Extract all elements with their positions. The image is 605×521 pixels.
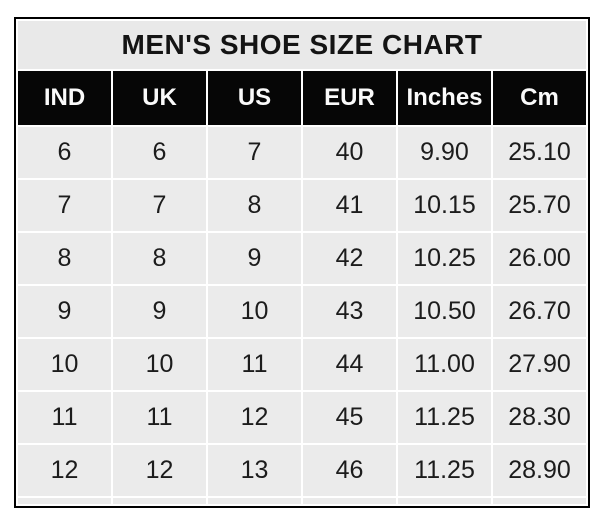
cell: 12 <box>113 445 206 496</box>
table-body: 6 6 7 40 9.90 25.10 7 7 8 41 10.15 25.70 8 8 9 42 10.25 2… <box>18 127 586 504</box>
stub-cell <box>493 498 586 504</box>
cell: 8 <box>208 180 301 231</box>
cell: 10.50 <box>398 286 491 337</box>
column-header-ind: IND <box>18 71 111 125</box>
column-header-uk: UK <box>113 71 206 125</box>
table-row: 6 6 7 40 9.90 25.10 <box>18 127 586 178</box>
stub-cell <box>303 498 396 504</box>
cell: 10 <box>113 339 206 390</box>
cell: 11.25 <box>398 392 491 443</box>
cell: 44 <box>303 339 396 390</box>
table-row: 12 12 13 46 11.25 28.90 <box>18 445 586 496</box>
chart-title: MEN'S SHOE SIZE CHART <box>18 21 586 69</box>
table-row: 11 11 12 45 11.25 28.30 <box>18 392 586 443</box>
cell: 41 <box>303 180 396 231</box>
table-row: 10 10 11 44 11.00 27.90 <box>18 339 586 390</box>
cell: 11.00 <box>398 339 491 390</box>
cell: 13 <box>208 445 301 496</box>
column-header-eur: EUR <box>303 71 396 125</box>
cell: 28.30 <box>493 392 586 443</box>
stub-cell <box>18 498 111 504</box>
cell: 8 <box>18 233 111 284</box>
cell: 8 <box>113 233 206 284</box>
column-header-cm: Cm <box>493 71 586 125</box>
table-head: MEN'S SHOE SIZE CHART IND UK US EUR Inch… <box>18 21 586 125</box>
cell: 10.25 <box>398 233 491 284</box>
cell: 42 <box>303 233 396 284</box>
cell: 12 <box>18 445 111 496</box>
table-row: 7 7 8 41 10.15 25.70 <box>18 180 586 231</box>
cell: 26.00 <box>493 233 586 284</box>
cell: 7 <box>113 180 206 231</box>
cell: 10 <box>18 339 111 390</box>
cell: 46 <box>303 445 396 496</box>
cell: 11 <box>113 392 206 443</box>
header-row: IND UK US EUR Inches Cm <box>18 71 586 125</box>
cell: 6 <box>113 127 206 178</box>
table-row: 9 9 10 43 10.50 26.70 <box>18 286 586 337</box>
title-row: MEN'S SHOE SIZE CHART <box>18 21 586 69</box>
stub-cell <box>208 498 301 504</box>
cell: 26.70 <box>493 286 586 337</box>
cell: 9 <box>113 286 206 337</box>
cell: 25.10 <box>493 127 586 178</box>
cell: 7 <box>208 127 301 178</box>
cell: 45 <box>303 392 396 443</box>
table-row: 8 8 9 42 10.25 26.00 <box>18 233 586 284</box>
cell: 6 <box>18 127 111 178</box>
cell: 11 <box>208 339 301 390</box>
bottom-stub-row <box>18 498 586 504</box>
cell: 11.25 <box>398 445 491 496</box>
cell: 10 <box>208 286 301 337</box>
cell: 25.70 <box>493 180 586 231</box>
stub-cell <box>398 498 491 504</box>
column-header-inches: Inches <box>398 71 491 125</box>
cell: 10.15 <box>398 180 491 231</box>
cell: 7 <box>18 180 111 231</box>
cell: 9.90 <box>398 127 491 178</box>
column-header-us: US <box>208 71 301 125</box>
size-chart-table: MEN'S SHOE SIZE CHART IND UK US EUR Inch… <box>14 17 590 508</box>
cell: 28.90 <box>493 445 586 496</box>
cell: 9 <box>18 286 111 337</box>
stub-cell <box>113 498 206 504</box>
cell: 11 <box>18 392 111 443</box>
cell: 43 <box>303 286 396 337</box>
cell: 40 <box>303 127 396 178</box>
cell: 9 <box>208 233 301 284</box>
cell: 12 <box>208 392 301 443</box>
cell: 27.90 <box>493 339 586 390</box>
